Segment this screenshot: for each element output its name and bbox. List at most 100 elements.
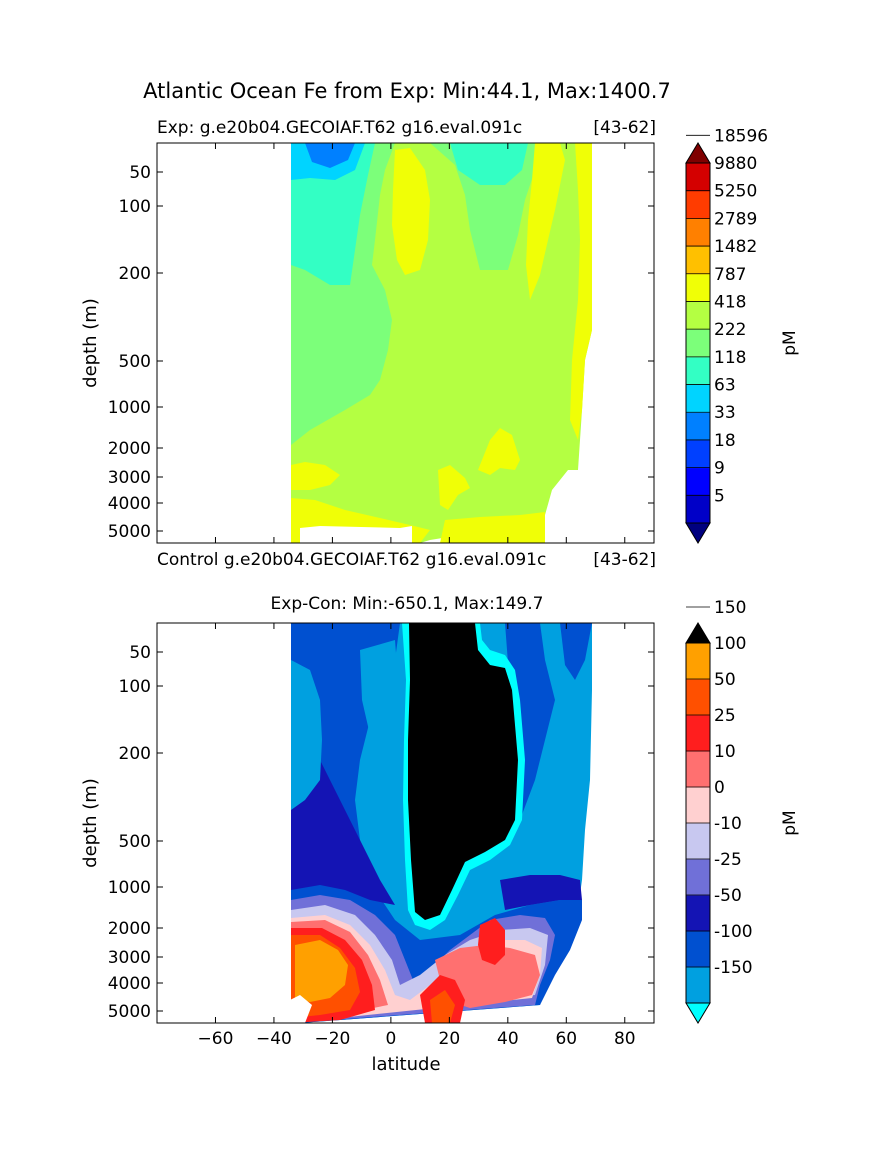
panel-b-colorbar-bin: [686, 895, 710, 932]
panel-a-colorbar-bin: [686, 163, 710, 192]
panel-b-colorbar-bin: [686, 751, 710, 788]
panel-a-colorbar-label: 222: [714, 320, 746, 340]
panel-a-colorbar-bin: [686, 329, 710, 358]
panel-a-colorbar-label: 1482: [714, 237, 757, 257]
panel-b-ytick-label: 50: [129, 643, 151, 663]
panel-b-colorbar-label: 25: [714, 706, 736, 726]
panel-b-region-n150-n100-inner: [360, 640, 398, 735]
panel-b-colorbar-label: -150: [714, 958, 753, 978]
panel-b-ytick-label: 500: [119, 832, 151, 852]
panel-b-ytick-label: 2000: [108, 919, 151, 939]
panel-b-colorbar-label: 150: [714, 598, 746, 618]
panel-a-colorbar-label: 118: [714, 348, 746, 368]
panel-b-region-black: [408, 623, 518, 920]
panel-a-colorbar-bin: [686, 384, 710, 413]
panel-b-ytick-label: 100: [119, 677, 151, 697]
panel-a-colorbar-label: 33: [714, 403, 736, 423]
panel-b-frame: [156, 622, 655, 1024]
panel-a-colorbar-bin: [686, 246, 710, 275]
panel-b-colorbar-bin: [686, 643, 710, 680]
panel-b-region-25-50-right: [478, 918, 505, 965]
panel-a-region-787-1482-d: [291, 462, 340, 490]
panel-a-colorbar-label: 418: [714, 292, 746, 312]
panel-a-colorbar-bin: [686, 190, 710, 219]
panel-a-ytick-label: 50: [129, 163, 151, 183]
panel-a-ytick-label: 500: [119, 352, 151, 372]
panel-a-colorbar-bin: [686, 439, 710, 469]
panel-b-colorbar-label: -100: [714, 922, 753, 942]
panel-a-colorbar-bin: [686, 273, 710, 302]
panel-a-ytick-label: 5000: [108, 522, 151, 542]
panel-a-colorbar-bin: [686, 412, 710, 441]
panel-a-colorbar-label: 5250: [714, 182, 757, 202]
panel-a-colorbar-bin: [686, 495, 710, 524]
panel-b-region-10-25-right: [435, 945, 540, 1008]
panel-b-xtick-label: 60: [555, 1029, 577, 1049]
panel-b-colorbar-label: 10: [714, 742, 736, 762]
panel-b-xtick-label: −60: [198, 1029, 234, 1049]
panel-a-colorbar-label: 9880: [714, 154, 757, 174]
panel-b-region-n100-n50-far-right: [560, 623, 592, 680]
panel-a-title-left: Exp: g.e20b04.GECOIAF.T62 g16.eval.091c: [157, 118, 522, 138]
panel-a-colorbar-bin: [686, 356, 710, 386]
panel-a-axes: 50 100 200 500 1000 2000 3000 4000 5000 depth (m): [80, 143, 654, 543]
panel-b-xtick-label: −40: [256, 1029, 292, 1049]
panel-a-region-787-1482-h: [440, 512, 545, 543]
panel-b-xtick-label: 40: [497, 1029, 519, 1049]
panel-b-colorbar-bin: [686, 787, 710, 824]
panel-a-colorbar-label: 787: [714, 265, 746, 285]
panel-a-colorbar-bin: [686, 467, 710, 496]
panel-a-field: [291, 143, 592, 543]
panel-a-colorbar-bin: [686, 301, 710, 330]
panel-b-ytick-label: 4000: [108, 974, 151, 994]
panel-a-ytick-label: 200: [119, 264, 151, 284]
panel-a-region-787-1482-g: [438, 465, 470, 510]
panel-a-ytick-label: 3000: [108, 468, 151, 488]
panel-a-region-33-63: [305, 143, 355, 168]
panel-b-missing-bottom: [290, 995, 312, 1023]
panel-b-colorbar-label: 50: [714, 670, 736, 690]
panel-b-colorbar-under: [685, 1002, 711, 1024]
panel-a-region-118-222: [291, 143, 375, 285]
panel-b-ytick-label: 5000: [108, 1002, 151, 1022]
panel-a-colorbar-label: 63: [714, 376, 736, 396]
panel-b-xtick-label: −20: [314, 1029, 350, 1049]
panel-b-title-left: Control g.e20b04.GECOIAF.T62 g16.eval.09…: [157, 550, 546, 570]
panel-b-colorbar-over: [685, 622, 711, 644]
x-axis-label: latitude: [371, 1054, 440, 1075]
panel-a-colorbar-label: 2789: [714, 209, 757, 229]
panel-a-region-787-1482-b: [526, 143, 565, 300]
panel-a-colorbar-bin: [686, 218, 710, 247]
panel-b-ytick-label: 3000: [108, 948, 151, 968]
panel-a-title-right: [43-62]: [593, 118, 656, 138]
panel-b-region-n50-n25-right: [500, 875, 582, 910]
figure-title: Atlantic Ocean Fe from Exp: Min:44.1, Ma…: [143, 79, 671, 103]
panel-b-title-center: Exp-Con: Min:-650.1, Max:149.7: [271, 594, 544, 614]
panel-a-region-787-1482-f: [478, 428, 520, 475]
panel-a-colorbar-label: 18596: [714, 126, 768, 146]
panel-a-colorbar: 5 9 18 33 63 118 222 418 787 1482 2789 5250 9880 1859…: [685, 126, 800, 544]
panel-a-colorbar-label: 5: [714, 486, 725, 506]
panel-b-colorbar-bin: [686, 715, 710, 752]
panel-a-ylabel: depth (m): [80, 298, 101, 388]
panel-b-colorbar-bin: [686, 931, 710, 968]
panel-b-xtick-label: 0: [385, 1029, 396, 1049]
panel-a-ytick-label: 1000: [108, 398, 151, 418]
panel-a-missing-bottom: [300, 526, 412, 543]
panel-b-ytick-label: 1000: [108, 878, 151, 898]
panel-b-colorbar-bin: [686, 679, 710, 716]
panel-b-colorbar-bin: [686, 823, 710, 860]
panel-a-region-787-1482-a: [392, 148, 430, 275]
panel-b-colorbar-label: -10: [714, 814, 742, 834]
panel-a-region-118-222-b: [450, 143, 528, 185]
panel-b-colorbar-label: 0: [714, 778, 725, 798]
panel-a-colorbar-over: [685, 142, 711, 164]
panel-b-ytick-label: 200: [119, 744, 151, 764]
panel-a-ytick-label: 4000: [108, 494, 151, 514]
panel-b-xtick-label: 80: [614, 1029, 636, 1049]
panel-a-colorbar-label: 9: [714, 459, 725, 479]
panel-a-colorbar-unit: pM: [780, 330, 800, 355]
panel-a-ytick-label: 100: [119, 197, 151, 217]
